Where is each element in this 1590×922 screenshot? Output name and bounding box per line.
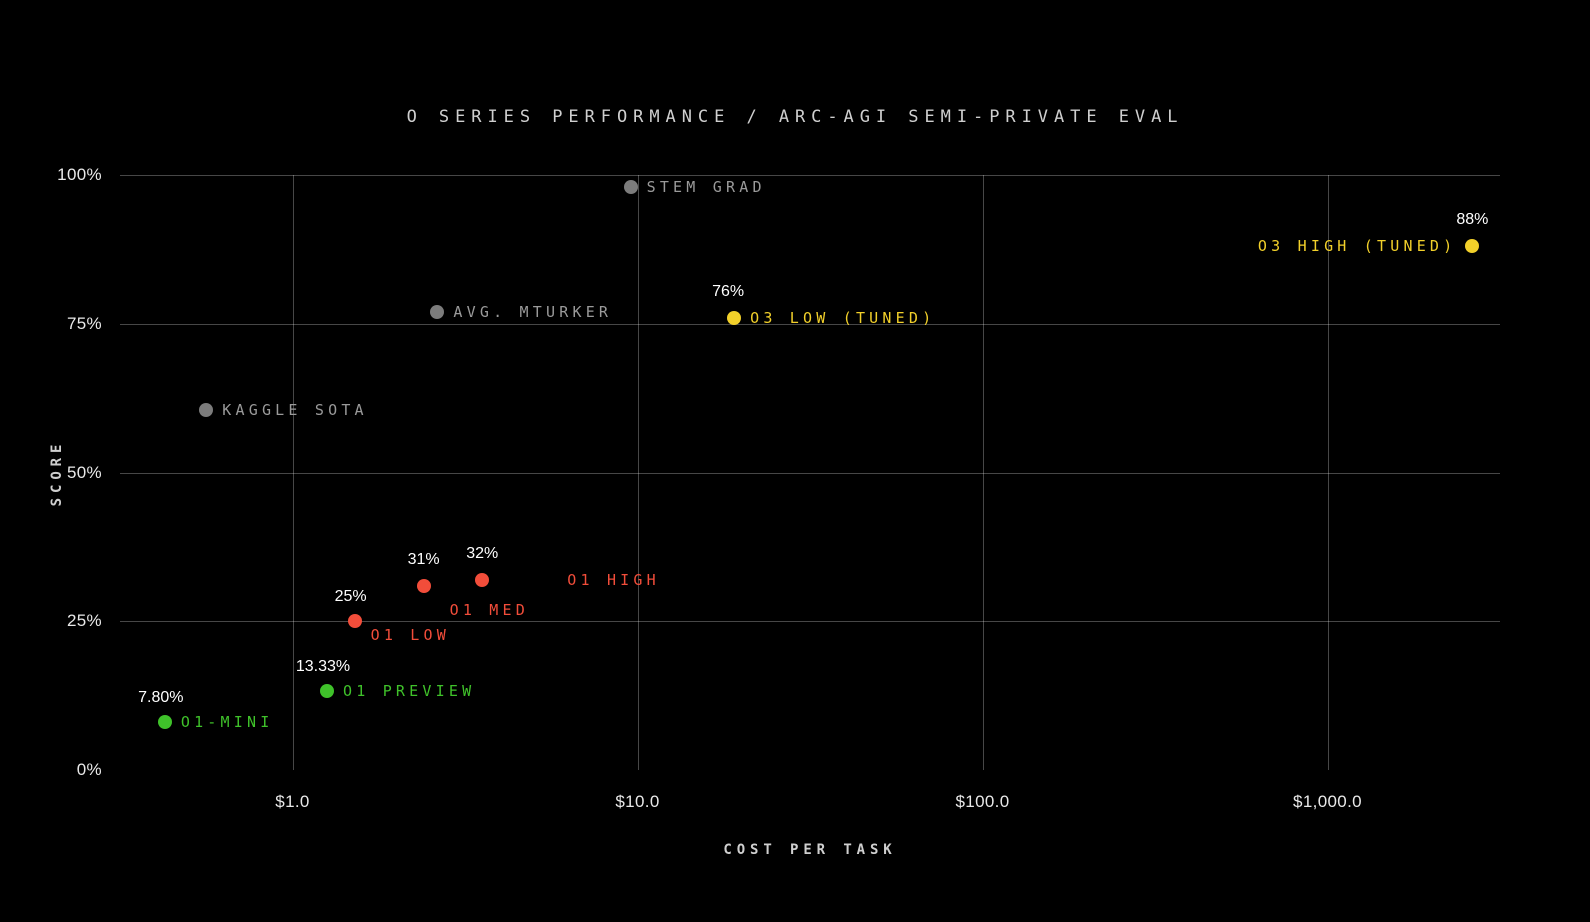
data-point-value: 76% (712, 283, 744, 301)
data-point-value: 7.80% (138, 689, 183, 707)
data-point-o3-low (727, 311, 741, 325)
y-tick-label: 100% (57, 165, 102, 185)
data-point-label: KAGGLE SOTA (222, 401, 368, 419)
data-point-avg-mturker (430, 305, 444, 319)
chart-title: O SERIES PERFORMANCE / ARC-AGI SEMI-PRIV… (0, 107, 1590, 127)
data-point-o1-preview (320, 684, 334, 698)
data-point-value: 32% (466, 545, 498, 563)
data-point-label: O1-MINI (181, 713, 274, 731)
data-point-label: O1 PREVIEW (343, 682, 475, 700)
x-tick-label: $1.0 (275, 792, 309, 812)
data-point-label: O1 HIGH (567, 571, 660, 589)
data-point-o3-high (1465, 239, 1479, 253)
y-tick-label: 75% (67, 314, 102, 334)
data-point-label: O3 LOW (TUNED) (750, 309, 935, 327)
data-point-o1-low (348, 614, 362, 628)
data-point-o1-high (475, 573, 489, 587)
y-axis-label: SCORE (49, 439, 65, 506)
x-tick-label: $1,000.0 (1293, 792, 1362, 812)
chart-container: O SERIES PERFORMANCE / ARC-AGI SEMI-PRIV… (0, 0, 1590, 922)
data-point-stem-grad (624, 180, 638, 194)
data-point-label: O1 LOW (371, 626, 450, 644)
plot-area: $1.0$10.0$100.0$1,000.00%25%50%75%100%O1… (120, 175, 1500, 770)
gridline-horizontal (120, 473, 1500, 474)
gridline-horizontal (120, 621, 1500, 622)
data-point-value: 31% (408, 551, 440, 569)
data-point-value: 25% (335, 588, 367, 606)
data-point-label: AVG. MTURKER (453, 303, 612, 321)
x-tick-label: $100.0 (955, 792, 1009, 812)
gridline-horizontal (120, 175, 1500, 176)
data-point-label: O1 MED (450, 601, 529, 619)
data-point-kaggle-sota (199, 403, 213, 417)
data-point-label: STEM GRAD (647, 178, 766, 196)
x-axis-label: COST PER TASK (723, 842, 896, 858)
data-point-o1-mini (158, 715, 172, 729)
y-tick-label: 25% (67, 611, 102, 631)
data-point-o1-med (417, 579, 431, 593)
data-point-value: 13.33% (296, 658, 350, 676)
data-point-value: 88% (1456, 211, 1488, 229)
data-point-label: O3 HIGH (TUNED) (1258, 237, 1456, 255)
y-tick-label: 0% (77, 760, 102, 780)
y-tick-label: 50% (67, 463, 102, 483)
x-tick-label: $10.0 (615, 792, 659, 812)
